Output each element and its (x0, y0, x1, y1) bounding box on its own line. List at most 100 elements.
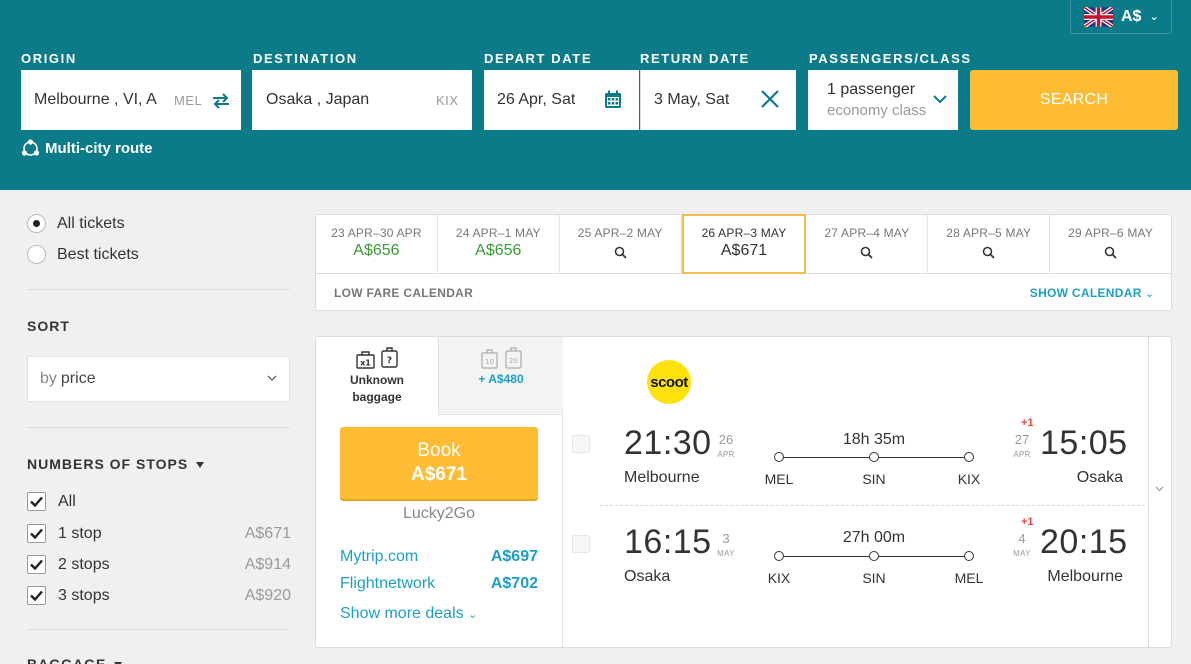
depart-date-value: 26 Apr, Sat (497, 91, 576, 108)
low-fare-calendar-strip: 23 APR–30 APR A$656 24 APR–1 MAY A$656 2… (315, 214, 1172, 311)
deal-agency: Mytrip.com (340, 548, 419, 565)
passengers-select[interactable]: 1 passenger economy class (808, 70, 958, 130)
stops-filter-2[interactable]: 2 stops A$914 (27, 555, 291, 574)
search-icon (982, 246, 995, 259)
handbag-icon: x1 (355, 351, 375, 369)
date-range: 25 APR–2 MAY (577, 226, 663, 240)
airport-code: KIX (957, 471, 981, 487)
arrival-month: MAY (1013, 549, 1031, 558)
calendar-icon[interactable] (604, 90, 622, 109)
arrival-city: Melbourne (1047, 568, 1123, 585)
airport-code: SIN (862, 570, 886, 586)
sort-prefix: by (40, 370, 57, 387)
baggage-20kg-icon: 20 (504, 347, 522, 369)
baggage-tab-unknown[interactable]: x1 ? Unknown baggage (316, 337, 439, 415)
route-stop-dot (774, 551, 784, 561)
baggage-10kg-icon: 10 (480, 349, 498, 369)
airport-code: MEL (764, 471, 794, 487)
deal-agency: Flightnetwork (340, 575, 436, 592)
search-icon (1104, 246, 1117, 259)
arrival-time: 15:05 (1040, 424, 1128, 462)
departure-month: APR (717, 450, 735, 459)
passengers-label: PASSENGERS/CLASS (809, 51, 972, 66)
book-price: A$671 (411, 464, 467, 485)
show-more-deals-link[interactable]: Show more deals ⌄ (340, 605, 477, 623)
arrival-city: Osaka (1076, 469, 1123, 486)
book-button[interactable]: Book A$671 (340, 427, 538, 499)
date-cell[interactable]: 27 APR–4 MAY (806, 215, 929, 273)
sort-value: price (60, 370, 96, 387)
destination-input[interactable]: Osaka , Japan KIX (252, 70, 472, 130)
chevron-down-icon (267, 375, 277, 381)
date-cell[interactable]: 23 APR–30 APR A$656 (316, 215, 438, 273)
expand-ticket-toggle[interactable] (1148, 337, 1171, 647)
origin-code: MEL (174, 93, 203, 108)
deal-row[interactable]: Flightnetwork A$702 (340, 575, 538, 593)
ticket-booking-panel: x1 ? Unknown baggage 10 20 + A$480 Book … (316, 337, 563, 647)
segment-select-checkbox[interactable] (572, 435, 590, 453)
date-cell[interactable]: 28 APR–5 MAY (928, 215, 1051, 273)
deal-price: A$697 (490, 548, 538, 565)
caret-down-icon (196, 462, 205, 469)
multi-city-label: Multi-city route (45, 140, 153, 157)
date-cell-selected[interactable]: 26 APR–3 MAY A$671 (681, 214, 807, 274)
date-price: A$671 (720, 242, 768, 259)
checkbox-checked-icon (27, 555, 46, 574)
checkbox-checked-icon (27, 492, 46, 511)
stops-option-label: All (58, 492, 76, 510)
suitcase-unknown-icon: ? (380, 347, 398, 368)
sort-select[interactable]: by price (27, 356, 290, 402)
return-date-label: RETURN DATE (640, 51, 750, 66)
stops-heading[interactable]: NUMBERS OF STOPS (27, 456, 205, 472)
date-cell[interactable]: 25 APR–2 MAY (560, 215, 682, 273)
departure-day: 26 (718, 432, 734, 447)
search-button[interactable]: SEARCH (970, 70, 1178, 130)
date-price: A$656 (475, 242, 522, 259)
return-date-value: 3 May, Sat (654, 91, 730, 108)
stops-heading-label: NUMBERS OF STOPS (27, 456, 189, 472)
departure-day: 3 (722, 531, 730, 546)
svg-text:20: 20 (509, 357, 518, 365)
baggage-tab-extra[interactable]: 10 20 + A$480 (439, 337, 563, 415)
stops-filter-all[interactable]: All (27, 492, 291, 511)
date-price: A$656 (353, 242, 400, 259)
radio-label: All tickets (57, 214, 125, 232)
stops-option-label: 1 stop (58, 524, 102, 542)
date-cell[interactable]: 29 APR–6 MAY (1050, 215, 1171, 273)
radio-all-tickets[interactable]: All tickets (27, 214, 125, 233)
date-range: 24 APR–1 MAY (455, 226, 541, 240)
radio-best-tickets[interactable]: Best tickets (27, 245, 139, 264)
arrival-day: 27 (1014, 432, 1030, 447)
deal-row[interactable]: Mytrip.com A$697 (340, 548, 538, 566)
origin-input[interactable]: Melbourne , VI, A MEL (21, 70, 241, 130)
radio-label: Best tickets (57, 245, 139, 263)
departure-month: MAY (717, 549, 735, 558)
stops-option-price: A$671 (244, 524, 291, 542)
arrival-day: 4 (1018, 531, 1026, 546)
depart-date-label: DEPART DATE (484, 51, 593, 66)
show-calendar-link[interactable]: SHOW CALENDAR ⌄ (1030, 286, 1154, 300)
route-stop-dot (869, 551, 879, 561)
divider (27, 629, 290, 630)
origin-value: Melbourne , VI, A (34, 91, 157, 108)
chevron-down-icon: ⌄ (468, 609, 478, 621)
swap-icon[interactable] (211, 93, 231, 109)
segment-select-checkbox[interactable] (572, 535, 590, 553)
checkbox-checked-icon (27, 524, 46, 543)
passenger-class: economy class (827, 102, 927, 119)
agency-name: Lucky2Go (402, 505, 476, 522)
next-day-indicator: +1 (1021, 417, 1034, 429)
baggage-label-line2: baggage (352, 390, 402, 404)
baggage-heading[interactable]: BAGGAGE (27, 656, 123, 664)
stops-filter-3[interactable]: 3 stops A$920 (27, 586, 291, 605)
multi-city-link[interactable]: Multi-city route (21, 139, 153, 158)
stops-filter-1[interactable]: 1 stop A$671 (27, 524, 291, 543)
multi-city-route-icon (21, 139, 40, 156)
stops-option-price: A$920 (244, 586, 291, 604)
close-icon[interactable] (760, 89, 780, 109)
arrival-time: 20:15 (1040, 523, 1128, 561)
currency-selector[interactable]: A$ ⌄ (1070, 0, 1172, 34)
svg-text:?: ? (386, 356, 391, 366)
chevron-down-icon[interactable] (933, 94, 947, 104)
date-cell[interactable]: 24 APR–1 MAY A$656 (438, 215, 560, 273)
